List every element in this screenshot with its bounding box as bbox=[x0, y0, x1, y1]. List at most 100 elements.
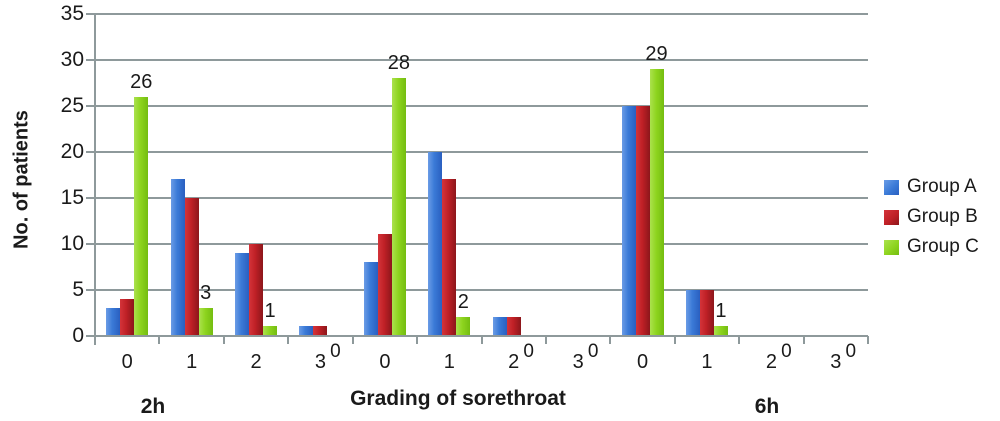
bar-group-c-slot0 bbox=[134, 96, 149, 336]
bar-group-c-slot2 bbox=[263, 326, 278, 336]
bar-value-label: 2 bbox=[457, 291, 469, 314]
y-axis-tick bbox=[86, 288, 95, 291]
bar-group-b-slot8 bbox=[635, 105, 650, 336]
bar-value-label: 29 bbox=[645, 43, 668, 66]
category-label: 1 bbox=[186, 350, 198, 373]
legend-label-group-a: Group A bbox=[907, 176, 977, 197]
y-tick-label: 25 bbox=[60, 93, 84, 117]
y-axis-tick bbox=[86, 13, 95, 15]
bar-group-a-slot8 bbox=[621, 105, 636, 336]
group-b-swatch-icon bbox=[884, 209, 899, 225]
category-label: 0 bbox=[121, 350, 133, 373]
x-axis-tick bbox=[867, 335, 869, 344]
bar-group-c-slot1 bbox=[198, 307, 213, 336]
gridline-30 bbox=[95, 58, 868, 61]
gridline-10 bbox=[95, 242, 868, 245]
bar-value-label: 3 bbox=[200, 281, 212, 304]
bar-group-c-slot8 bbox=[649, 69, 664, 336]
category-label: 2 bbox=[250, 350, 262, 373]
legend-label-group-c: Group C bbox=[907, 236, 979, 257]
bar-value-label: 1 bbox=[715, 300, 727, 323]
gridline-20 bbox=[95, 150, 868, 153]
legend-item-group-a: Group A bbox=[884, 177, 979, 197]
section-label-6h: 6h bbox=[754, 395, 780, 418]
bar-group-a-slot4 bbox=[363, 262, 378, 336]
y-tick-label: 10 bbox=[60, 231, 84, 255]
x-axis-tick bbox=[158, 335, 161, 344]
x-axis-tick bbox=[609, 335, 612, 344]
legend-label-group-b: Group B bbox=[907, 206, 978, 227]
gridline-15 bbox=[95, 196, 868, 199]
category-label: 0 bbox=[379, 350, 391, 373]
y-tick-label: 35 bbox=[60, 2, 84, 25]
bar-group-a-slot2 bbox=[235, 252, 250, 336]
legend-item-group-c: Group C bbox=[884, 237, 979, 257]
legend: Group A Group B Group C bbox=[884, 177, 979, 257]
group-a-swatch-icon bbox=[884, 179, 899, 195]
bar-value-label-zero: 0 bbox=[781, 340, 792, 362]
bar-group-b-slot9 bbox=[699, 289, 714, 336]
x-axis-tick bbox=[351, 335, 354, 344]
gridline-5 bbox=[95, 288, 868, 291]
bar-value-label-zero: 0 bbox=[587, 340, 599, 362]
category-label: 3 bbox=[314, 350, 327, 373]
gridline-35 bbox=[95, 13, 868, 15]
legend-item-group-b: Group B bbox=[884, 207, 979, 227]
x-axis-tick bbox=[544, 335, 547, 344]
y-axis-tick bbox=[86, 334, 95, 337]
x-axis-tick bbox=[738, 335, 741, 344]
category-label: 2 bbox=[508, 350, 520, 373]
bar-group-a-slot0 bbox=[106, 307, 121, 336]
bar-value-label: 1 bbox=[264, 300, 276, 323]
bar-group-b-slot6 bbox=[506, 317, 521, 336]
bar-group-c-slot9 bbox=[713, 326, 728, 336]
y-axis-line bbox=[94, 14, 96, 345]
bar-value-label: 28 bbox=[387, 52, 410, 75]
x-axis-tick bbox=[673, 335, 676, 344]
y-tick-label: 5 bbox=[72, 277, 84, 301]
category-label: 0 bbox=[636, 350, 649, 373]
y-axis-tick bbox=[86, 150, 95, 153]
bar-group-b-slot2 bbox=[249, 243, 264, 336]
bar-group-c-slot4 bbox=[391, 78, 406, 336]
x-axis-tick bbox=[287, 335, 290, 344]
y-tick-label: 30 bbox=[60, 47, 84, 71]
y-tick-label: 0 bbox=[72, 323, 84, 347]
category-label: 3 bbox=[830, 350, 842, 373]
gridline-25 bbox=[95, 104, 868, 107]
y-tick-label: 20 bbox=[60, 139, 84, 163]
bar-group-a-slot5 bbox=[428, 151, 443, 336]
bar-group-c-slot5 bbox=[456, 317, 471, 336]
category-label: 1 bbox=[443, 350, 455, 373]
bar-group-a-slot3 bbox=[299, 326, 314, 336]
bar-group-a-slot1 bbox=[170, 179, 185, 336]
category-label: 1 bbox=[701, 350, 713, 373]
y-axis-tick bbox=[86, 242, 95, 245]
y-tick-label: 15 bbox=[60, 185, 84, 209]
bar-group-b-slot5 bbox=[442, 179, 457, 336]
bar-group-b-slot3 bbox=[313, 326, 328, 336]
bar-value-label-zero: 0 bbox=[330, 340, 341, 362]
x-axis-title: Grading of sorethroat bbox=[350, 387, 566, 410]
y-axis-tick bbox=[86, 104, 95, 107]
bar-group-a-slot9 bbox=[685, 289, 700, 336]
bar-group-b-slot4 bbox=[377, 234, 392, 336]
x-axis-tick bbox=[416, 335, 419, 344]
x-axis-tick bbox=[94, 335, 96, 344]
x-axis-tick bbox=[480, 335, 483, 344]
section-label-2h: 2h bbox=[140, 395, 166, 418]
group-c-swatch-icon bbox=[884, 239, 899, 255]
bar-group-b-slot0 bbox=[120, 298, 135, 336]
category-label: 3 bbox=[572, 350, 584, 373]
x-axis-tick bbox=[222, 335, 225, 344]
category-label: 2 bbox=[765, 350, 777, 373]
x-axis-tick bbox=[802, 335, 805, 344]
bar-value-label-zero: 0 bbox=[845, 340, 857, 362]
bar-group-b-slot1 bbox=[184, 197, 199, 336]
bar-value-label: 26 bbox=[130, 70, 153, 93]
y-axis-tick bbox=[86, 58, 95, 61]
y-axis-tick bbox=[86, 196, 95, 199]
bar-value-label-zero: 0 bbox=[523, 340, 534, 362]
